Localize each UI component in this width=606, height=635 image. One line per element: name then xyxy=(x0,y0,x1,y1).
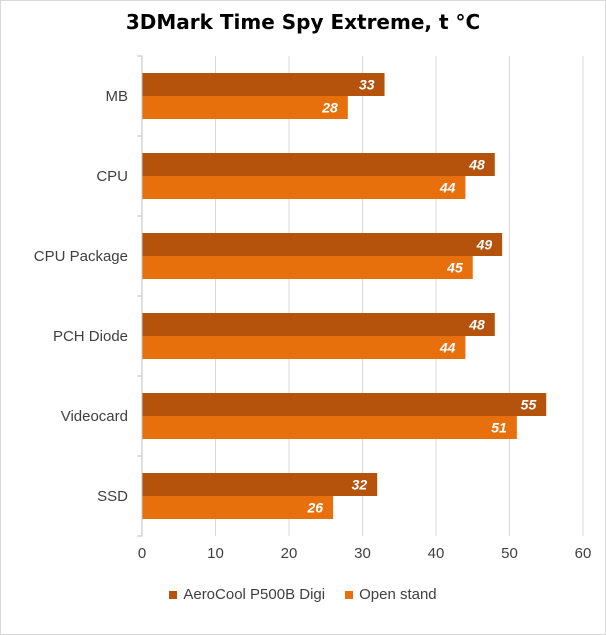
bars xyxy=(142,73,547,519)
x-tick-label: 60 xyxy=(575,545,592,562)
legend: AeroCool P500B Digi Open stand xyxy=(0,586,606,603)
x-tick-label: 50 xyxy=(501,545,518,562)
category-label: Videocard xyxy=(61,408,128,425)
legend-swatch xyxy=(169,590,178,599)
chart-title: 3DMark Time Spy Extreme, t °C xyxy=(125,10,481,34)
legend-label: AeroCool P500B Digi xyxy=(183,586,326,603)
bar xyxy=(142,336,466,359)
axes xyxy=(137,55,143,537)
x-tick-label: 0 xyxy=(138,545,146,562)
labels: 0 10 20 30 40 50 60 MB 33 28 CPU 48 44 CPU Package 49 4… xyxy=(34,77,592,563)
data-label: 32 xyxy=(352,477,368,493)
data-label: 51 xyxy=(491,420,507,436)
data-label: 48 xyxy=(468,317,485,333)
bar xyxy=(142,233,503,256)
bar xyxy=(142,393,547,416)
bar xyxy=(142,496,334,519)
bar xyxy=(142,73,385,96)
legend-swatch xyxy=(345,590,354,599)
data-label: 28 xyxy=(321,100,338,116)
data-label: 33 xyxy=(359,77,375,93)
data-label: 45 xyxy=(446,260,463,276)
category-label: MB xyxy=(106,88,129,105)
bar xyxy=(142,416,517,439)
data-label: 44 xyxy=(439,180,456,196)
x-tick-label: 40 xyxy=(428,545,445,562)
x-tick-label: 10 xyxy=(207,545,224,562)
bar xyxy=(142,256,473,279)
category-label: SSD xyxy=(97,488,128,505)
x-tick-label: 20 xyxy=(281,545,298,562)
bar xyxy=(142,153,495,176)
data-label: 49 xyxy=(476,237,493,253)
x-tick-label: 30 xyxy=(354,545,371,562)
bar xyxy=(142,176,466,199)
gridlines xyxy=(215,56,584,536)
data-label: 55 xyxy=(521,397,537,413)
bar xyxy=(142,313,495,336)
legend-item: AeroCool P500B Digi xyxy=(169,586,325,603)
bar xyxy=(142,96,348,119)
bar xyxy=(142,473,378,496)
category-label: PCH Diode xyxy=(53,328,128,345)
legend-item: Open stand xyxy=(345,586,437,603)
category-label: CPU xyxy=(96,168,128,185)
data-label: 44 xyxy=(439,340,456,356)
data-label: 48 xyxy=(468,157,485,173)
category-label: CPU Package xyxy=(34,248,128,265)
data-label: 26 xyxy=(307,500,324,516)
legend-label: Open stand xyxy=(359,586,437,603)
